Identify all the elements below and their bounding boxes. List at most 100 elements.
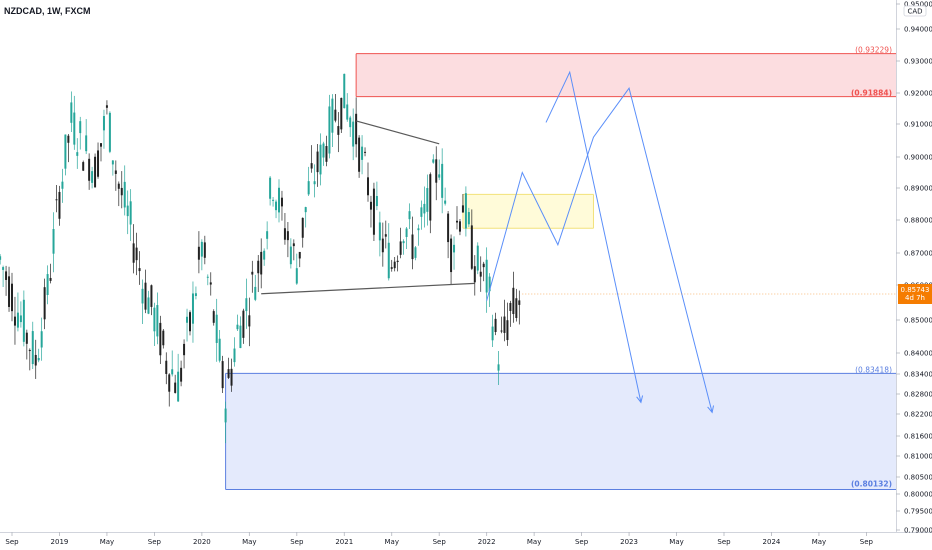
price-axis[interactable]: 0.95000 0.94000 0.93000 0.92000 0.91000 0.900… [896,1,932,535]
candle [435,146,438,201]
candle-body [441,163,444,198]
candle-body [444,200,447,204]
candle-body [11,283,13,312]
price-tick-label: 0.95000 [904,1,932,9]
candle-body [349,117,352,128]
candle [358,135,361,178]
candle [364,147,367,157]
candle [5,265,8,296]
candle-body [13,316,16,326]
candle-body [467,212,470,225]
candle-body [369,201,372,210]
candle-body [387,242,390,279]
candle [417,224,420,246]
candle [512,271,515,323]
candle-body [203,242,206,258]
candle-body [114,170,117,174]
time-tick-label: Sep [433,538,447,546]
candle [334,94,337,123]
candle [482,261,485,282]
candle-body [227,369,230,378]
candle-body [215,314,218,343]
candle-body [174,382,177,393]
candle [156,292,159,345]
candle [304,206,307,228]
candle-body [183,343,186,356]
candle [28,348,31,371]
time-axis[interactable]: Sep 2019 May Sep 2020 May Sep 2021 May Sep 2022 May… [5,532,874,546]
candle [420,200,423,230]
current-price-badge: 0.85743 4d 7h [898,283,932,304]
candle [209,272,212,296]
candle-body [325,146,328,162]
candle-body [414,247,417,258]
candle [150,284,153,316]
price-tick-label: 0.87000 [904,250,932,258]
candle [138,251,141,285]
candle [212,309,215,326]
time-tick-label: 2022 [478,538,496,546]
candle [260,238,263,289]
candle [111,159,114,176]
time-tick-label: Sep [575,538,589,546]
candle [88,153,91,190]
price-tick-label: 0.81000 [904,453,932,461]
candle [515,288,518,322]
candle [467,207,470,228]
candle-body [263,250,266,260]
candle [275,199,278,219]
zone-labels: (0.93229) (0.91884) (0.83418) (0.80132) [851,46,892,489]
candle [8,266,11,312]
candle-body [239,325,242,349]
candle-body [82,162,85,171]
current-price-value: 0.85743 [901,286,930,294]
candle-body [200,241,203,257]
time-tick-label: 2019 [51,538,69,546]
candle [203,235,206,265]
time-tick-label: Sep [860,538,874,546]
candle-body [8,276,11,307]
candle [117,181,120,207]
price-tick-label: 0.93000 [904,58,932,66]
candle-body [266,231,269,239]
candle [177,353,180,402]
candle-body [461,205,464,213]
candle [230,358,233,392]
candle-body [497,364,500,371]
candle [453,236,456,270]
candle [25,329,28,360]
candle-body [16,312,19,328]
candle [52,212,55,273]
candle-body [269,177,272,199]
candle [322,141,325,166]
price-tick-label: 0.80000 [904,491,932,499]
candle-body [500,330,503,332]
candle-body [458,221,461,232]
candle [242,308,245,344]
candle-body [334,109,337,121]
candle-body [31,331,34,365]
candle-body [70,102,73,123]
candle [269,175,272,206]
price-tick-label: 0.79500 [904,508,932,516]
time-tick-label: May [384,538,398,546]
candle-body [435,159,438,183]
candle [94,153,97,188]
candle [325,135,328,167]
resistance-zone-top-label: (0.93229) [855,46,892,55]
candle-body [28,349,31,352]
candle [518,290,521,325]
candle-body [111,160,114,165]
support-zone-bottom-label: (0.80132) [851,480,892,489]
candle [411,216,414,270]
candle-body [313,181,316,185]
candle [372,182,375,241]
candle [272,197,275,207]
price-tick-label: 0.88000 [904,217,932,225]
candle-body [177,371,180,402]
candle-body [153,307,156,332]
candle-body [88,158,91,181]
candle [197,231,200,274]
candle-body [186,316,189,323]
projection-path-1 [486,87,713,413]
